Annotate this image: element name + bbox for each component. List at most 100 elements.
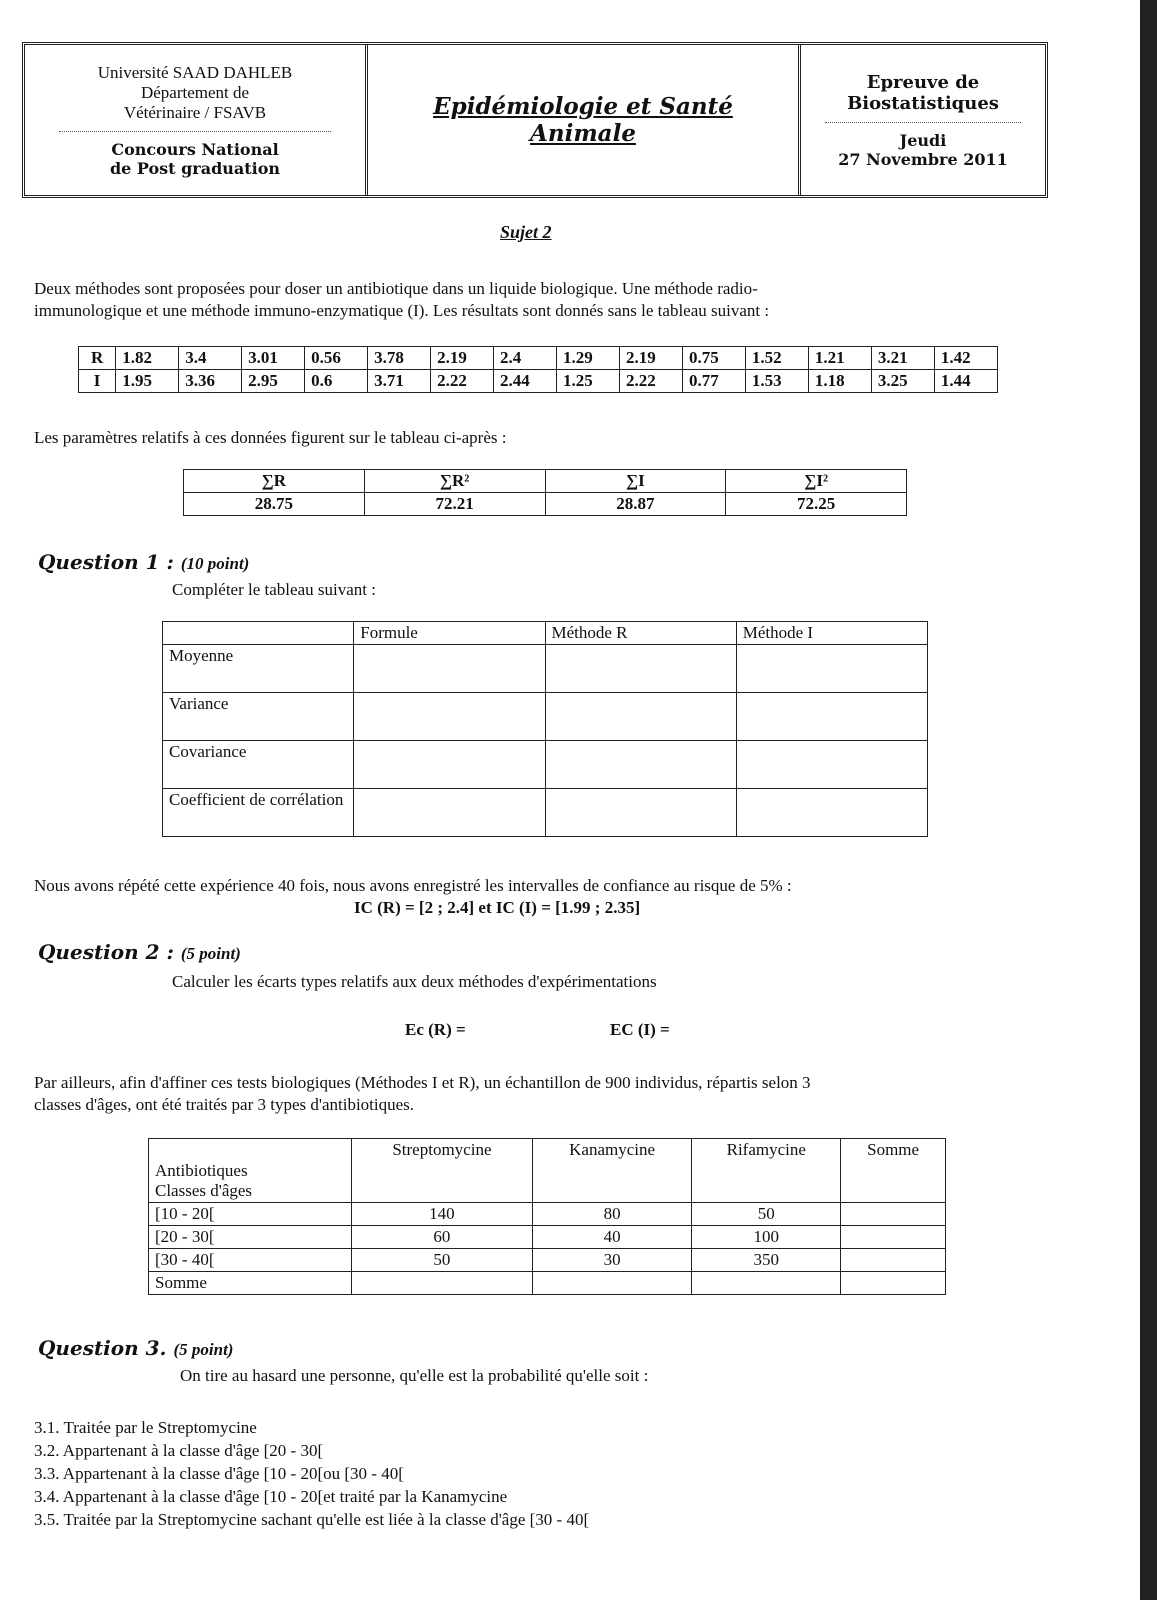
data-cell: 0.75: [681, 346, 746, 370]
data-cell: 3.01: [241, 346, 306, 370]
count-cell: 350: [691, 1248, 842, 1272]
params-intro: Les paramètres relatifs à ces données fi…: [34, 428, 507, 447]
q3-item: 3.4. Appartenant à la classe d'âge [10 -…: [34, 1487, 508, 1506]
answer-cell: [353, 692, 546, 741]
answer-cell: [353, 644, 546, 693]
data-table: R 1.82 3.4 3.01 0.56 3.78 2.19 2.4 1.29 2.19 0.75 1…: [77, 346, 999, 393]
column-header: Somme: [840, 1138, 946, 1203]
data-row: R 1.82 3.4 3.01 0.56 3.78 2.19 2.4 1.29 2.19 0.75 1…: [77, 346, 999, 370]
answer-cell: [544, 644, 737, 693]
count-cell: [840, 1225, 946, 1249]
contest: Concours National: [111, 139, 279, 159]
answer-cell: [735, 788, 929, 837]
course-block: Epidémiologie et Santé Animale: [368, 45, 801, 195]
q2-text: Calculer les écarts types relatifs aux d…: [172, 972, 657, 991]
column-header: Méthode I: [735, 621, 929, 645]
ic-text: Nous avons répété cette expérience 40 fo…: [34, 876, 792, 895]
count-cell: 50: [351, 1248, 533, 1272]
ec-i: EC (I) =: [610, 1020, 670, 1039]
paragraph-3: Par ailleurs, afin d'affiner ces tests b…: [34, 1072, 1114, 1116]
param-header: ∑R²: [363, 469, 546, 493]
count-cell: 50: [691, 1202, 842, 1226]
data-cell: 1.25: [556, 369, 620, 393]
q3-text: On tire au hasard une personne, qu'elle …: [180, 1366, 649, 1385]
row-label: [20 - 30[: [148, 1225, 352, 1249]
faculty: Vétérinaire / FSAVB: [123, 102, 267, 122]
row-label: Variance: [161, 692, 355, 741]
institution-block: Université SAAD DAHLEB Département de Vé…: [25, 45, 368, 195]
q1-text: Compléter le tableau suivant :: [172, 580, 376, 599]
scan-edge: [1140, 0, 1157, 1600]
data-cell: 2.19: [430, 346, 495, 370]
corner-line: Classes d'âges: [155, 1181, 253, 1200]
data-cell: 2.22: [618, 369, 683, 393]
answer-cell: [353, 788, 546, 837]
subject-label: Sujet 2: [500, 222, 552, 242]
param-header: ∑R: [183, 469, 365, 493]
university: Université SAAD DAHLEB: [97, 62, 293, 82]
question-2-heading: Question 2 : (5 point): [38, 940, 241, 964]
course-title-2: Animale: [530, 120, 636, 147]
data-cell: 3.78: [367, 346, 432, 370]
count-cell: [840, 1248, 946, 1272]
column-header: Kanamycine: [531, 1138, 693, 1203]
data-cell: 1.42: [933, 346, 999, 370]
para-line: Par ailleurs, afin d'affiner ces tests b…: [34, 1073, 811, 1092]
data-cell: 1.53: [744, 369, 809, 393]
course-title: Epidémiologie et Santé: [433, 93, 733, 120]
q3-item: 3.1. Traitée par le Streptomycine: [34, 1418, 257, 1437]
count-cell: 80: [531, 1202, 693, 1226]
data-cell: 2.95: [241, 369, 306, 393]
answer-cell: [735, 692, 929, 741]
row-label: Covariance: [161, 740, 355, 789]
exam-date: 27 Novembre 2011: [838, 149, 1008, 169]
data-cell: 3.4: [178, 346, 243, 370]
answer-cell: [735, 644, 929, 693]
answer-cell: [544, 740, 737, 789]
count-cell: 140: [351, 1202, 533, 1226]
exam-header: Université SAAD DAHLEB Département de Vé…: [22, 42, 1048, 198]
data-cell: 3.71: [367, 369, 432, 393]
data-cell: 1.82: [115, 346, 180, 370]
column-header: [161, 621, 355, 645]
row-label: [10 - 20[: [148, 1202, 352, 1226]
data-cell: 3.36: [178, 369, 243, 393]
count-cell: [351, 1271, 533, 1295]
count-cell: 30: [531, 1248, 693, 1272]
ic-values: IC (R) = [2 ; 2.4] et IC (I) = [1.99 ; 2…: [354, 898, 641, 917]
count-cell: [840, 1202, 946, 1226]
contest-2: de Post graduation: [109, 158, 281, 178]
count-cell: [840, 1271, 946, 1295]
q2-title: Question 2 :: [38, 940, 174, 964]
count-cell: 60: [351, 1225, 533, 1249]
param-value: 72.25: [725, 492, 907, 516]
row-label: Somme: [148, 1271, 352, 1295]
param-value: 28.75: [183, 492, 365, 516]
param-header: ∑I²: [725, 469, 907, 493]
row-label: [30 - 40[: [148, 1248, 352, 1272]
answer-cell: [735, 740, 929, 789]
q2-points: (5 point): [180, 944, 241, 963]
column-header: Streptomycine: [351, 1138, 533, 1203]
data-cell: 0.56: [304, 346, 369, 370]
data-cell: 0.6: [304, 369, 369, 393]
column-header: Rifamycine: [691, 1138, 842, 1203]
q3-item: 3.2. Appartenant à la classe d'âge [20 -…: [34, 1441, 324, 1460]
data-cell: 2.44: [493, 369, 558, 393]
q1-points: (10 point): [180, 554, 250, 573]
q3-points: (5 point): [173, 1340, 234, 1359]
q1-title: Question 1 :: [38, 550, 174, 574]
column-header: Méthode R: [544, 621, 737, 645]
corner-line: Antibiotiques: [155, 1161, 248, 1180]
question-1-heading: Question 1 : (10 point): [38, 550, 249, 574]
method-label: I: [77, 369, 117, 393]
data-cell: 1.95: [115, 369, 180, 393]
row-label: Coefficient de corrélation: [161, 788, 355, 837]
count-cell: [691, 1271, 842, 1295]
data-cell: 0.77: [681, 369, 746, 393]
param-header: ∑I: [544, 469, 727, 493]
answer-cell: [353, 740, 546, 789]
q3-title: Question 3.: [38, 1336, 167, 1360]
para-line: classes d'âges, ont été traités par 3 ty…: [34, 1095, 415, 1114]
method-label: R: [77, 346, 117, 370]
